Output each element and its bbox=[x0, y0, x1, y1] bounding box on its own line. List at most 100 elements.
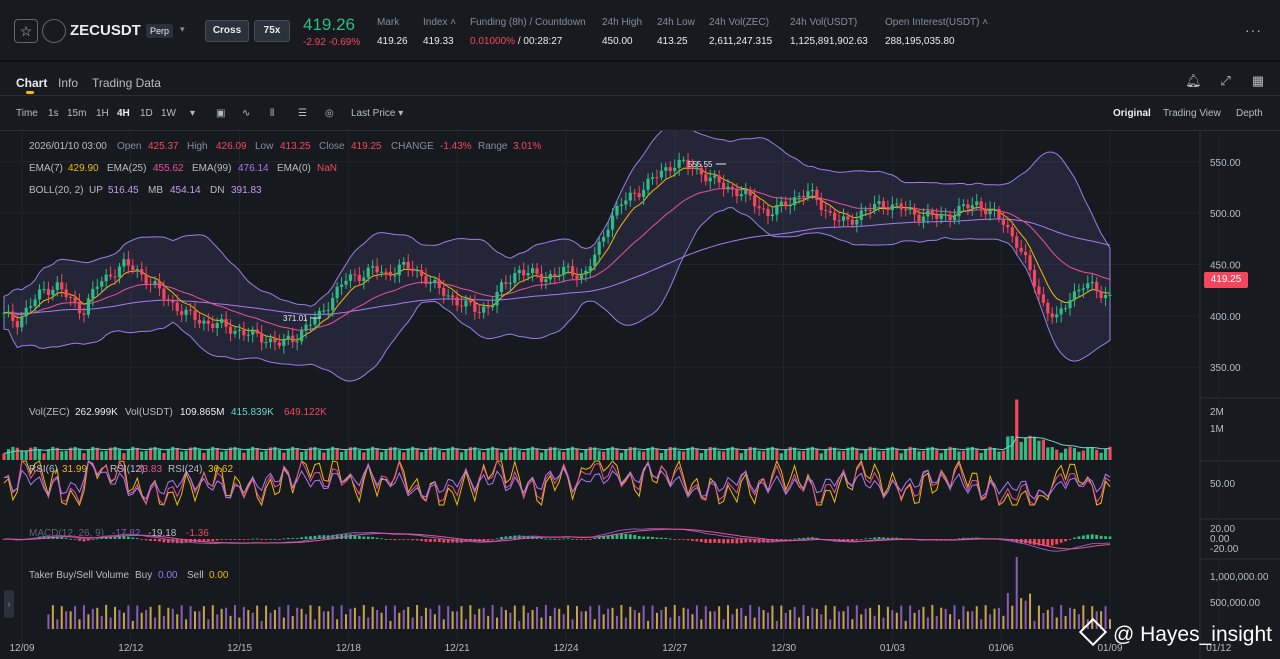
candle-body bbox=[984, 208, 988, 215]
x-tick-label: 12/24 bbox=[553, 643, 578, 654]
taker-bar bbox=[638, 612, 641, 629]
volume-bar bbox=[895, 449, 899, 460]
candle-body bbox=[46, 289, 51, 296]
volume-bar bbox=[1050, 447, 1054, 460]
volume-bar bbox=[757, 450, 761, 460]
macd-histogram-bar bbox=[304, 536, 308, 539]
interval-1d[interactable]: 1D bbox=[140, 108, 153, 119]
candle-body bbox=[570, 266, 575, 276]
macd-histogram-bar bbox=[535, 536, 539, 539]
macd-histogram-bar bbox=[540, 538, 543, 539]
macd-histogram-bar bbox=[420, 539, 423, 541]
taker-bar bbox=[1051, 606, 1054, 629]
interval-15m[interactable]: 15m bbox=[67, 108, 87, 119]
macd-histogram-bar bbox=[95, 538, 99, 540]
expand-icon[interactable]: ⤢ bbox=[1220, 73, 1231, 88]
volume-bar bbox=[801, 451, 806, 460]
candle-body bbox=[2, 312, 6, 314]
macd-histogram-bar bbox=[637, 536, 641, 539]
taker-bar bbox=[584, 611, 587, 629]
volume-bar bbox=[220, 451, 224, 460]
candle-body bbox=[228, 326, 233, 334]
taker-bar bbox=[1042, 612, 1045, 629]
taker-bar bbox=[1064, 616, 1067, 629]
tab-chart[interactable]: Chart bbox=[16, 76, 48, 90]
volume-bar bbox=[482, 452, 486, 460]
taker-bar bbox=[1037, 605, 1040, 629]
volume-bar bbox=[37, 449, 42, 460]
symbol-dropdown-chevron-icon[interactable]: ▾ bbox=[180, 24, 185, 34]
symbol-name[interactable]: ZECUSDT bbox=[70, 22, 141, 39]
macd-histogram-bar bbox=[722, 539, 725, 544]
volume-bar bbox=[1046, 447, 1050, 460]
candle-body bbox=[37, 289, 42, 300]
interval-time[interactable]: Time bbox=[16, 108, 38, 119]
price-chart[interactable]: 550.00 500.00 450.00 400.00 350.00 2M 1M 50.00 2… bbox=[0, 131, 1280, 659]
legend-macd-dea: -19.18 bbox=[148, 528, 177, 539]
interval-4h[interactable]: 4H bbox=[117, 108, 130, 119]
volume-bar bbox=[624, 449, 628, 460]
candle-body bbox=[681, 159, 686, 161]
macd-histogram-bar bbox=[429, 539, 432, 542]
volume-bar bbox=[51, 446, 55, 460]
volume-bar bbox=[850, 446, 854, 460]
volume-bar bbox=[784, 449, 788, 460]
legend-taker-buy: 0.00 bbox=[158, 570, 178, 581]
candle-body bbox=[926, 210, 930, 217]
ema7-line bbox=[3, 167, 1111, 341]
price-type-select[interactable]: Last Price ▾ bbox=[351, 108, 404, 119]
leverage-button[interactable]: 75x bbox=[254, 20, 290, 42]
interval-1s[interactable]: 1s bbox=[48, 108, 59, 119]
candle-body bbox=[597, 241, 601, 255]
candle-body bbox=[970, 205, 974, 209]
scroll-left-icon[interactable]: › bbox=[4, 590, 14, 618]
legend-macd-hist: -1.36 bbox=[186, 528, 209, 539]
candle-body bbox=[242, 329, 246, 336]
settings-grid-icon[interactable]: ▦ bbox=[1251, 73, 1265, 88]
macd-histogram-bar bbox=[557, 539, 561, 540]
macd-histogram-bar bbox=[571, 538, 574, 540]
candle-body bbox=[1095, 281, 1099, 292]
taker-bar bbox=[149, 606, 152, 629]
calendar-icon[interactable]: ▣ bbox=[216, 108, 226, 119]
taker-bar bbox=[909, 605, 912, 629]
view-original[interactable]: Original bbox=[1113, 108, 1151, 119]
volume-bar bbox=[495, 448, 499, 460]
volume-bar bbox=[748, 446, 752, 460]
interval-dropdown-icon[interactable]: ▾ bbox=[190, 108, 196, 119]
alert-bell-icon[interactable]: 🔔︎ bbox=[1185, 73, 1202, 88]
more-icon[interactable]: ··· bbox=[1245, 22, 1262, 38]
legend-rsi24-label: RSI(24) bbox=[168, 464, 202, 475]
macd-histogram-bar bbox=[131, 537, 135, 539]
volume-bar bbox=[135, 447, 139, 460]
target-icon[interactable]: ◎ bbox=[325, 108, 334, 119]
volume-bar bbox=[442, 452, 446, 460]
legend-low: 413.25 bbox=[280, 141, 311, 152]
view-depth[interactable]: Depth bbox=[1236, 108, 1263, 119]
taker-bar bbox=[944, 608, 947, 629]
view-trading-view[interactable]: Trading View bbox=[1163, 108, 1221, 119]
indicator-icon[interactable]: ∿ bbox=[242, 108, 251, 119]
volume-bar bbox=[224, 450, 228, 460]
legend-open-label: Open bbox=[117, 141, 141, 152]
interval-1w[interactable]: 1W bbox=[161, 108, 176, 119]
volume-bar bbox=[708, 446, 712, 460]
candle-type-icon[interactable]: ⫴ bbox=[270, 108, 275, 119]
taker-bar bbox=[789, 609, 792, 629]
tab-trading-data[interactable]: Trading Data bbox=[92, 76, 161, 90]
favorite-star-icon[interactable]: ☆ bbox=[14, 19, 38, 43]
volume-bar bbox=[588, 447, 592, 460]
margin-mode-button[interactable]: Cross bbox=[205, 20, 249, 42]
macd-histogram-bar bbox=[442, 539, 446, 543]
macd-histogram-bar bbox=[495, 538, 499, 540]
taker-bar bbox=[962, 606, 965, 629]
interval-1h[interactable]: 1H bbox=[96, 108, 109, 119]
tab-info[interactable]: Info bbox=[58, 76, 79, 90]
candle-body bbox=[530, 268, 535, 274]
candle-body bbox=[810, 189, 815, 192]
taker-bar bbox=[291, 615, 294, 629]
candle-body bbox=[122, 259, 126, 267]
candle-body bbox=[606, 229, 610, 238]
volume-bar bbox=[970, 446, 974, 460]
drawing-tools-icon[interactable]: ☰ bbox=[298, 108, 307, 119]
